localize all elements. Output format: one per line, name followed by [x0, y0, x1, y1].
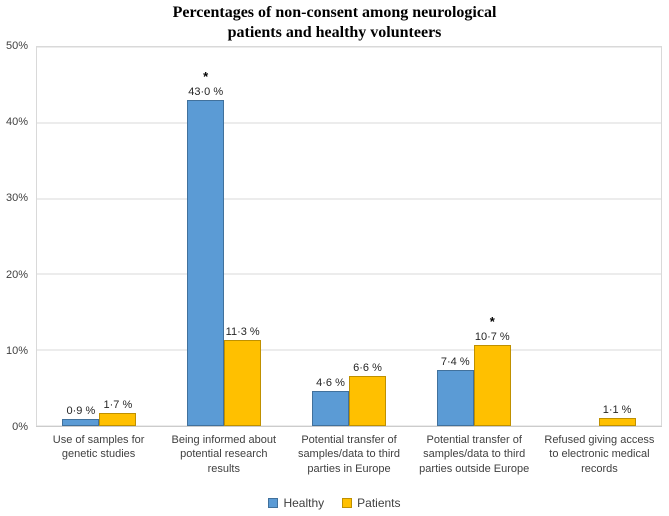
- bars-layer: 0·9 % 1·7 % * 43·0 % 11·3 % 4·6 % 6·6 % 7·4 % * 1…: [37, 47, 661, 426]
- bar-healthy: [436, 369, 474, 426]
- x-axis-labels: Use of samples for genetic studies Being …: [36, 433, 662, 476]
- bar-cell: 6·6 %: [348, 47, 386, 426]
- chart-title: Percentages of non-consent among neurolo…: [0, 3, 669, 43]
- plot-area: 0·9 % 1·7 % * 43·0 % 11·3 % 4·6 % 6·6 % 7·4 % * 1…: [36, 46, 662, 427]
- bar-patients: [224, 340, 262, 426]
- value-label: 10·7 %: [474, 330, 510, 343]
- y-axis-tick-label: 0%: [12, 421, 28, 433]
- bar-patients: [348, 375, 386, 426]
- value-label: 7·4 %: [440, 355, 470, 368]
- bar-group: * 43·0 % 11·3 %: [162, 47, 287, 426]
- legend: Healthy Patients: [0, 496, 669, 510]
- category-label: Use of samples for genetic studies: [52, 434, 145, 461]
- bar-group: 1·1 %: [536, 47, 661, 426]
- legend-item-healthy: Healthy: [268, 496, 324, 510]
- gridline: [37, 349, 661, 351]
- value-label: 11·3 %: [225, 326, 260, 339]
- bar-cell: 1·1 %: [598, 47, 636, 426]
- gridline: [37, 46, 661, 48]
- value-label: 43·0 %: [188, 86, 224, 99]
- y-axis-tick-label: 50%: [5, 40, 28, 52]
- gridline: [37, 425, 661, 427]
- bar-cell: 1·7 %: [99, 47, 137, 426]
- significance-marker: *: [203, 69, 209, 85]
- bar-group: 4·6 % 6·6 %: [287, 47, 412, 426]
- bar-cell: * 10·7 %: [473, 47, 511, 426]
- bar-cell: 11·3 %: [224, 47, 262, 426]
- bar-healthy: [311, 391, 349, 426]
- gridline: [37, 122, 661, 124]
- value-label: 1·1 %: [602, 403, 632, 416]
- significance-marker: *: [489, 313, 495, 329]
- y-axis: 0% 10% 20% 30% 40% 50%: [0, 40, 31, 433]
- legend-label: Patients: [357, 496, 401, 510]
- chart-title-line2: patients and healthy volunteers: [227, 24, 442, 41]
- value-label: 1·7 %: [103, 399, 133, 412]
- category-label: Being informed about potential research …: [171, 434, 277, 475]
- value-label: 0·9 %: [66, 405, 96, 418]
- legend-item-patients: Patients: [342, 496, 401, 510]
- value-label: 4·6 %: [316, 377, 345, 390]
- bar-healthy: [187, 100, 225, 426]
- legend-label: Healthy: [283, 496, 325, 510]
- bar-cell: [562, 47, 599, 426]
- bar-healthy: [62, 419, 100, 426]
- gridline: [37, 273, 661, 275]
- bar-cell: * 43·0 %: [187, 47, 225, 426]
- bar-patients: [598, 417, 636, 426]
- y-axis-tick-label: 30%: [5, 192, 28, 205]
- category-label: Potential transfer of samples/data to th…: [419, 434, 530, 475]
- bar-patients: [473, 344, 511, 426]
- y-axis-tick-label: 40%: [5, 116, 28, 129]
- category-label: Potential transfer of samples/data to th…: [297, 434, 401, 475]
- bar-group: 0·9 % 1·7 %: [37, 47, 162, 426]
- legend-swatch-healthy: [268, 498, 279, 508]
- chart-title-line1: Percentages of non-consent among neurolo…: [172, 4, 497, 21]
- bar-cell: 4·6 %: [311, 47, 349, 426]
- y-axis-tick-label: 20%: [5, 268, 28, 281]
- category-label: Refused giving access to electronic medi…: [544, 434, 655, 475]
- y-axis-tick-label: 10%: [5, 344, 28, 357]
- gridline: [37, 198, 661, 200]
- bar-group: 7·4 % * 10·7 %: [411, 47, 536, 426]
- legend-swatch-patients: [342, 498, 353, 508]
- bar-cell: 0·9 %: [62, 47, 100, 426]
- value-label: 6·6 %: [353, 361, 382, 374]
- bar-patients: [99, 413, 137, 426]
- bar-cell: 7·4 %: [436, 47, 474, 426]
- gridlines-layer: [37, 46, 661, 427]
